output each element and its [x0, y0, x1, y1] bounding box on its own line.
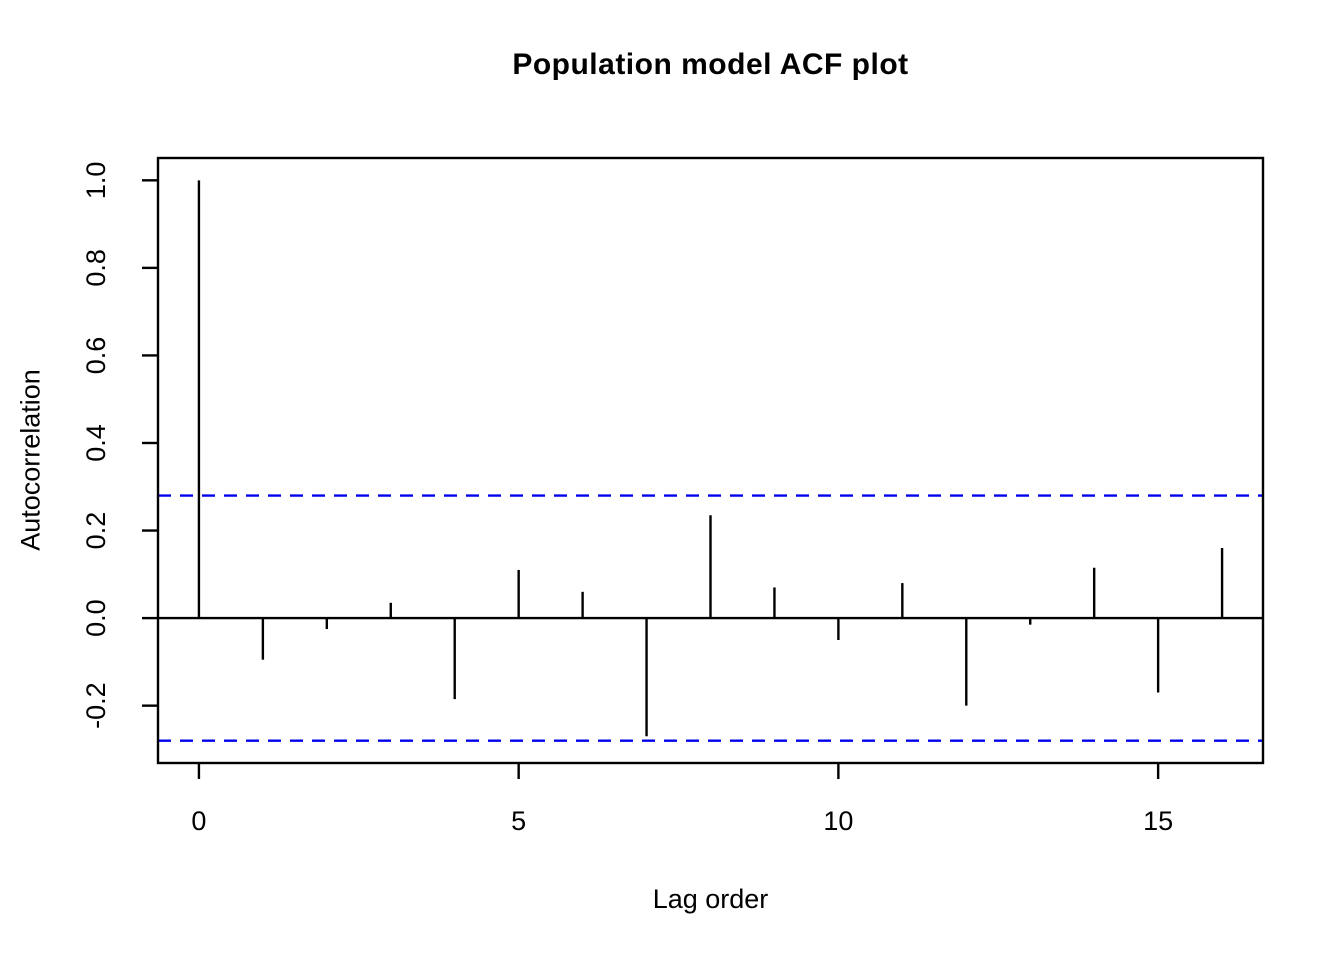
y-tick-label-1.0: 1.0	[81, 162, 111, 200]
x-axis-label: Lag order	[652, 884, 769, 914]
y-tick-label-0.4: 0.4	[81, 424, 111, 462]
x-tick-label-15: 15	[1143, 806, 1173, 836]
x-tick-label-10: 10	[823, 806, 853, 836]
chart-title: Population model ACF plot	[512, 48, 909, 81]
y-tick-label-0.2: 0.2	[81, 512, 111, 550]
x-tick-label-0: 0	[191, 806, 206, 836]
y-tick-label-0.6: 0.6	[81, 337, 111, 375]
x-tick-label-5: 5	[511, 806, 526, 836]
y-tick-label-0.0: 0.0	[81, 599, 111, 637]
plot-border	[156, 156, 1265, 765]
y-tick-label--0.2: -0.2	[81, 682, 111, 729]
y-tick-label-0.8: 0.8	[81, 249, 111, 287]
